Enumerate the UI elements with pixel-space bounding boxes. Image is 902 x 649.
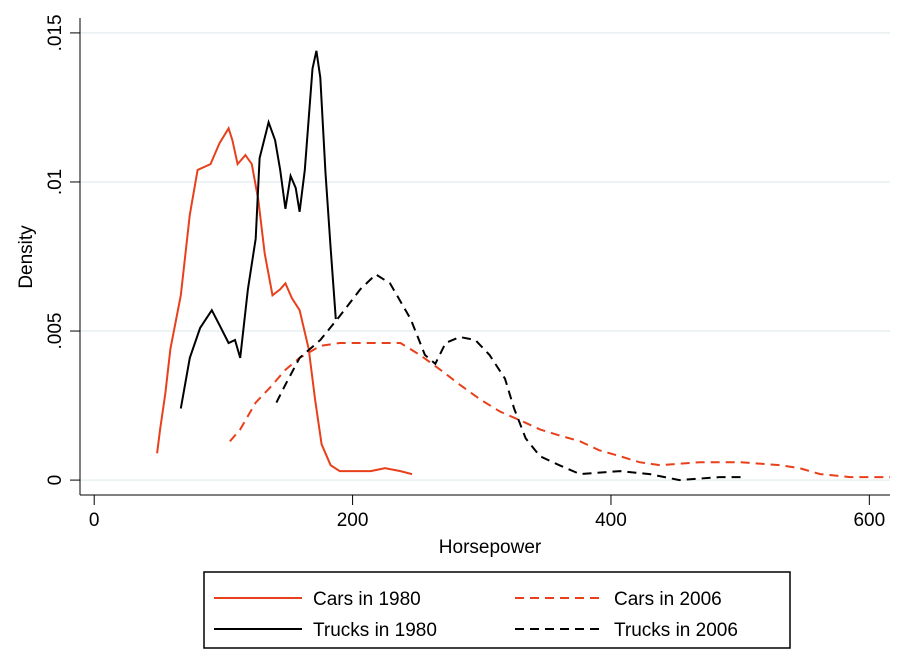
legend-label: Trucks in 2006 — [614, 620, 738, 641]
series-line — [229, 342, 890, 479]
x-tick-label: 400 — [595, 510, 627, 531]
legend-label: Cars in 1980 — [313, 589, 421, 610]
y-axis-label: Density — [16, 225, 37, 289]
legend-label: Trucks in 1980 — [313, 620, 437, 641]
x-tick-label: 600 — [853, 510, 885, 531]
x-axis-label: Horsepower — [439, 537, 542, 558]
legend-label: Cars in 2006 — [614, 589, 722, 610]
y-tick-label: .01 — [45, 169, 66, 195]
x-tick-label: 200 — [337, 510, 369, 531]
x-tick-label: 0 — [89, 510, 100, 531]
legend-box — [203, 571, 791, 649]
series-line — [275, 273, 746, 482]
y-tick-label: .015 — [45, 14, 66, 51]
series-line — [179, 50, 337, 409]
y-tick-label: 0 — [45, 475, 66, 486]
series-line — [156, 125, 413, 476]
y-tick-label: .005 — [45, 313, 66, 350]
